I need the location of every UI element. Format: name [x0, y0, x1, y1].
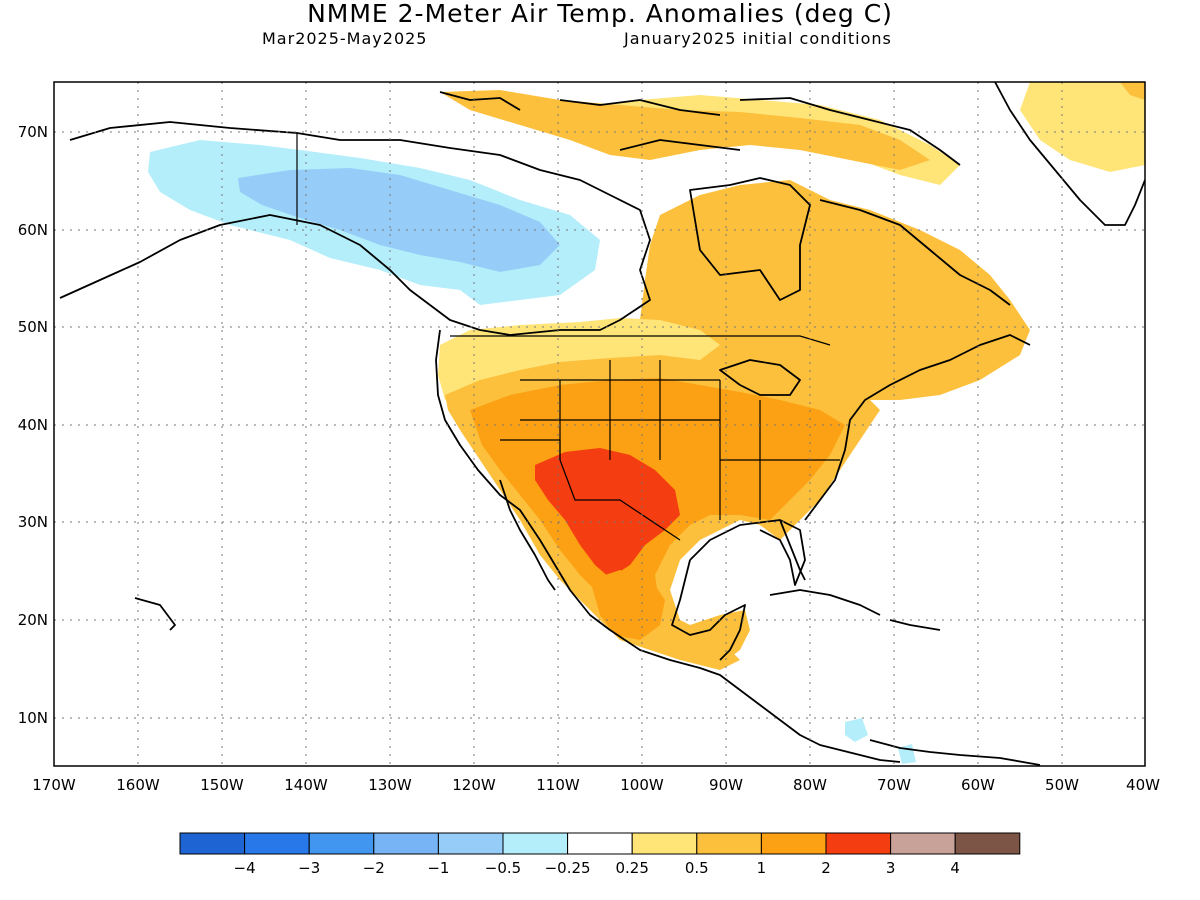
anomaly-region-greenland-warmer	[1120, 82, 1145, 100]
anomaly-region-southwest-red	[535, 448, 680, 578]
anomaly-region-greenland-warm	[1020, 82, 1145, 172]
lat-label: 50N	[18, 318, 48, 336]
colorbar-swatch	[890, 832, 956, 855]
period-label: Mar2025-May2025	[262, 29, 428, 48]
colorbar-swatch	[244, 832, 310, 855]
anomaly-region-central-america	[688, 610, 750, 665]
map-frame	[53, 81, 1146, 767]
political-borders	[296, 133, 840, 541]
lat-label: 60N	[18, 221, 48, 239]
lon-axis: 170W 160W 150W 140W 130W 120W 110W 100W …	[32, 776, 1160, 794]
anomaly-region-caribbean-cool	[845, 718, 868, 742]
lon-label: 170W	[32, 776, 76, 794]
colorbar-label: −1	[427, 859, 449, 877]
lat-label: 10N	[18, 709, 48, 727]
lon-label: 50W	[1045, 776, 1079, 794]
colorbar-swatch	[696, 832, 762, 855]
lat-label: 40N	[18, 416, 48, 434]
colorbar-label: 1	[757, 859, 767, 877]
colorbar-label: −3	[298, 859, 320, 877]
colorbar-label: −0.5	[485, 859, 521, 877]
colorbar-swatch	[502, 832, 569, 855]
colorbar-label: −0.25	[545, 859, 591, 877]
colorbar-label: 2	[821, 859, 831, 877]
lat-label: 70N	[18, 123, 48, 141]
lon-label: 120W	[452, 776, 496, 794]
graticule	[54, 82, 1145, 766]
anomaly-region-arctic-orange	[440, 90, 930, 170]
colorbar-swatch	[437, 832, 504, 855]
colorbar-swatch	[567, 832, 633, 855]
anomaly-region-venezuela-cool	[898, 744, 916, 764]
lon-label: 100W	[620, 776, 664, 794]
colorbar-swatch	[373, 832, 439, 855]
colorbar-label: −4	[234, 859, 256, 877]
colorbar-swatch	[954, 832, 1021, 855]
map-area	[54, 82, 1145, 766]
colorbar-swatch	[760, 832, 827, 855]
lon-label: 90W	[709, 776, 743, 794]
lat-label: 20N	[18, 611, 48, 629]
colorbar-label: −2	[363, 859, 385, 877]
colorbar: −4 −3 −2 −1 −0.5 −0.25 0.25 0.5 1 2 3 4	[179, 832, 1021, 877]
initial-conditions-label: January2025 initial conditions	[624, 29, 892, 48]
lon-label: 70W	[877, 776, 911, 794]
lon-label: 60W	[961, 776, 995, 794]
lat-axis: 70N 60N 50N 40N 30N 20N 10N	[18, 123, 48, 727]
colorbar-label: 3	[886, 859, 896, 877]
colorbar-swatch	[631, 832, 698, 855]
anomaly-region-cool	[238, 168, 560, 272]
lon-label: 130W	[368, 776, 412, 794]
colorbar-label: 4	[950, 859, 960, 877]
anomaly-fields	[148, 82, 1145, 764]
page-title: NMME 2-Meter Air Temp. Anomalies (deg C)	[307, 0, 893, 28]
lon-label: 140W	[284, 776, 328, 794]
lon-label: 160W	[116, 776, 160, 794]
colorbar-label: 0.5	[685, 859, 709, 877]
anomaly-region-eastern-canada	[640, 180, 1030, 400]
lon-label: 80W	[793, 776, 827, 794]
colorbar-swatch	[308, 832, 375, 855]
anomaly-region-mexico-orange	[590, 570, 665, 640]
coastlines	[59, 82, 1145, 766]
colorbar-swatch	[825, 832, 892, 855]
colorbar-label: 0.25	[615, 859, 648, 877]
colorbar-swatch	[179, 832, 246, 855]
lat-label: 30N	[18, 513, 48, 531]
lon-label: 110W	[536, 776, 580, 794]
lon-label: 40W	[1126, 776, 1160, 794]
lon-label: 150W	[200, 776, 244, 794]
